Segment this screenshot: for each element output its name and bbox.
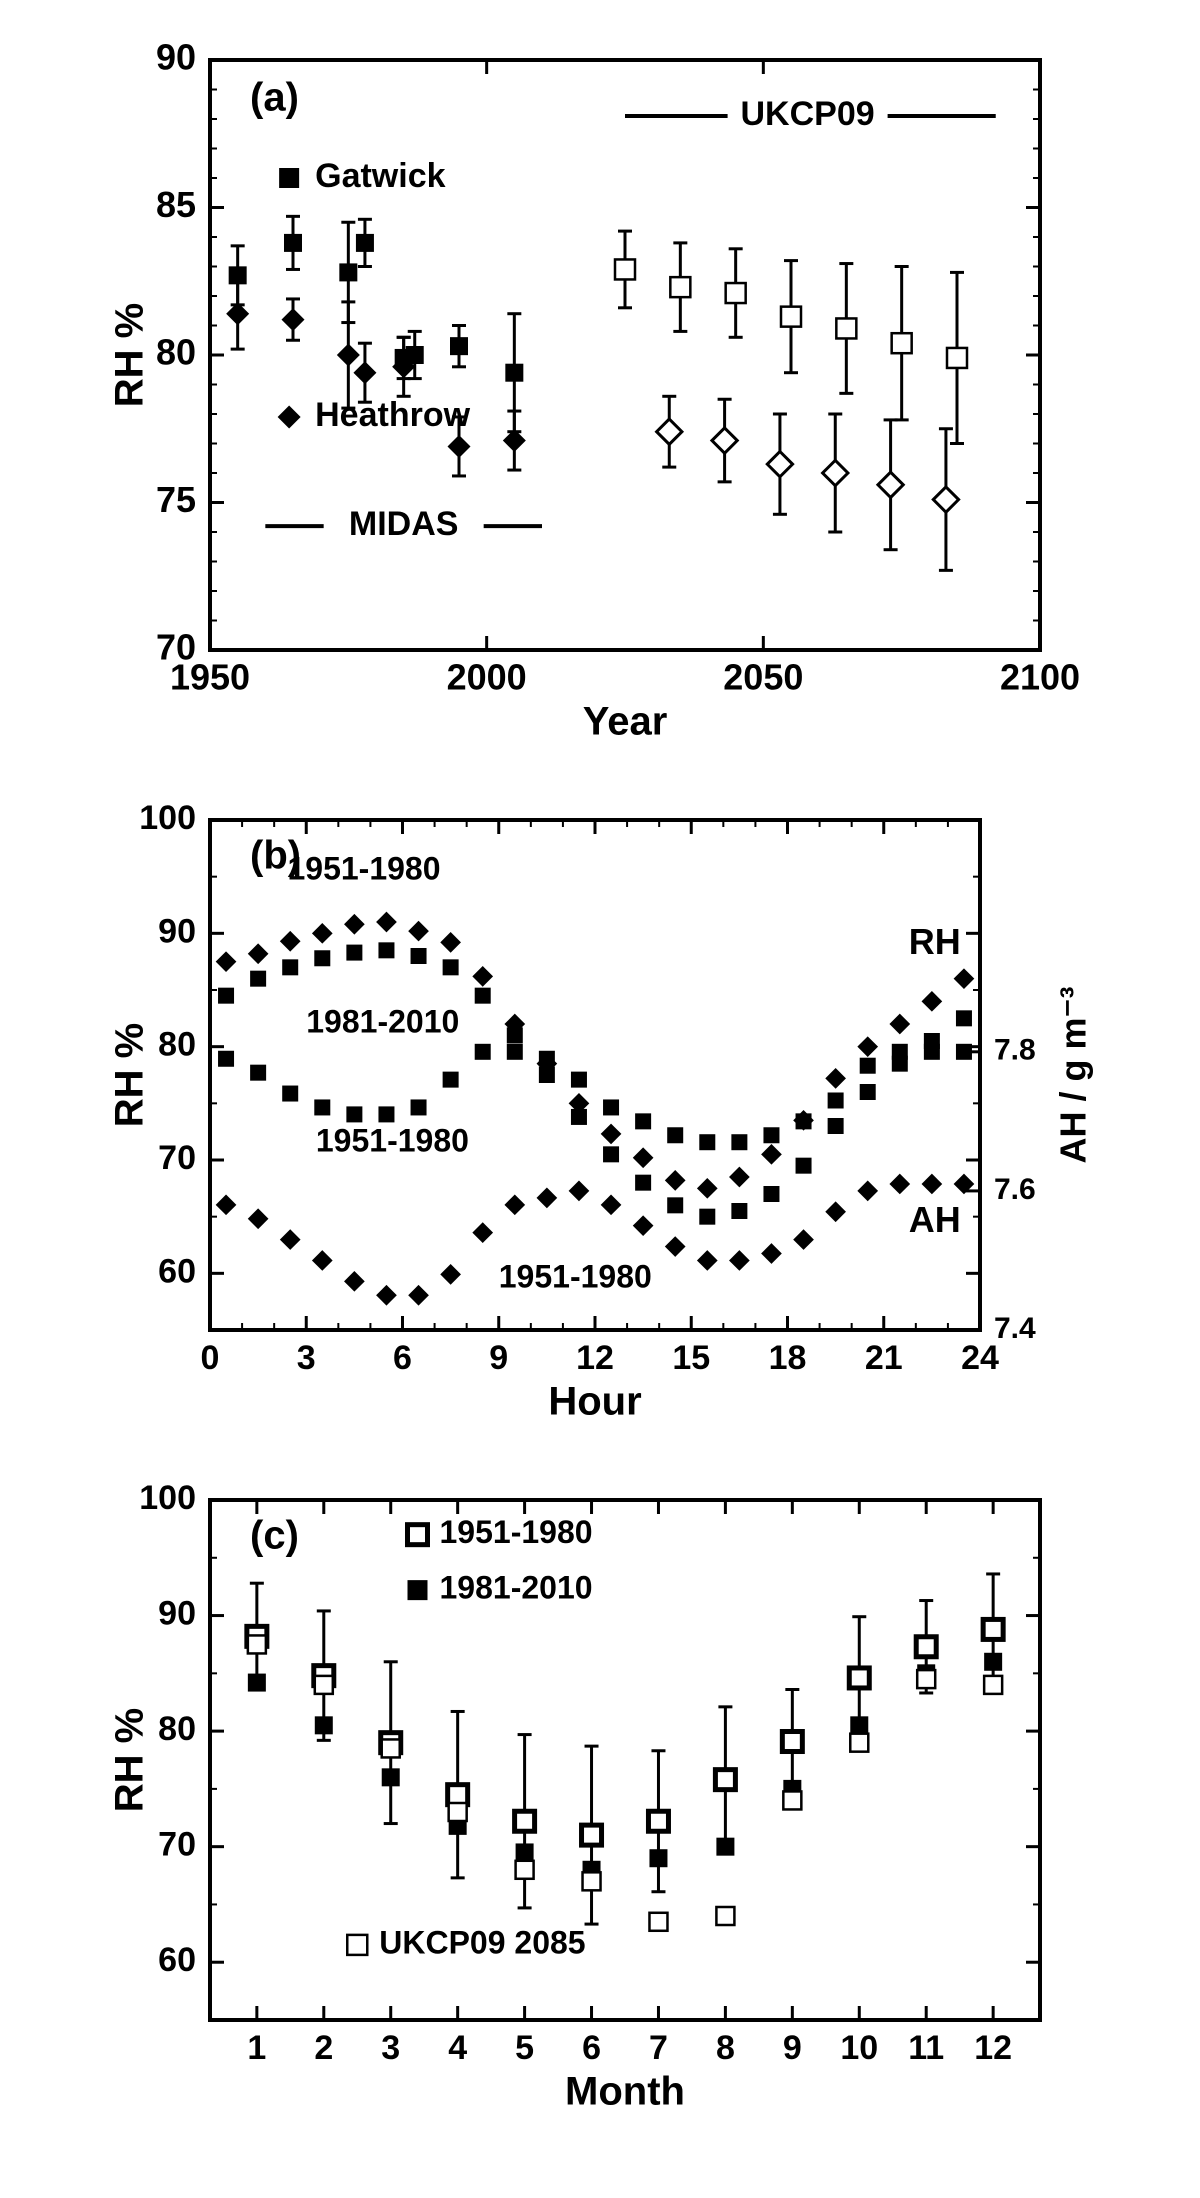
svg-text:100: 100 <box>139 799 196 837</box>
svg-text:21: 21 <box>865 1339 903 1377</box>
svg-text:18: 18 <box>769 1339 807 1377</box>
svg-text:3: 3 <box>381 2029 400 2067</box>
svg-text:7.8: 7.8 <box>994 1034 1036 1067</box>
svg-text:0: 0 <box>201 1339 220 1377</box>
svg-text:7: 7 <box>649 2029 668 2067</box>
svg-text:2050: 2050 <box>723 657 803 698</box>
svg-text:6: 6 <box>582 2029 601 2067</box>
svg-text:Month: Month <box>565 2070 685 2114</box>
svg-text:1951-1980: 1951-1980 <box>499 1258 652 1294</box>
svg-text:6: 6 <box>393 1339 412 1377</box>
svg-text:5: 5 <box>515 2029 534 2067</box>
svg-text:80: 80 <box>156 332 196 373</box>
svg-text:Year: Year <box>583 700 668 744</box>
svg-text:1951-1980: 1951-1980 <box>440 1514 593 1550</box>
svg-text:11: 11 <box>908 2029 944 2067</box>
svg-text:4: 4 <box>448 2029 467 2067</box>
three-panel-figure: 19502000205021007075808590YearRH %Gatwic… <box>60 40 1140 2140</box>
panel-c: 12345678910111260708090100MonthRH %1951-… <box>108 1479 1040 2114</box>
svg-text:7.4: 7.4 <box>994 1312 1036 1345</box>
svg-text:90: 90 <box>158 912 196 950</box>
svg-text:9: 9 <box>489 1339 508 1377</box>
svg-text:AH: AH <box>909 1199 961 1240</box>
svg-text:RH: RH <box>909 921 961 962</box>
svg-text:1981-2010: 1981-2010 <box>306 1003 459 1039</box>
panel-b: 03691215182124607080901007.47.67.8HourRH… <box>108 799 1094 1424</box>
svg-text:MIDAS: MIDAS <box>349 505 459 543</box>
svg-text:12: 12 <box>974 2029 1012 2067</box>
svg-text:85: 85 <box>156 184 196 225</box>
panel-a: 19502000205021007075808590YearRH %Gatwic… <box>108 40 1080 744</box>
svg-text:80: 80 <box>158 1026 196 1064</box>
figure-container: 19502000205021007075808590YearRH %Gatwic… <box>0 0 1200 2180</box>
svg-text:80: 80 <box>158 1710 196 1748</box>
svg-text:RH %: RH % <box>108 303 152 407</box>
svg-text:(b): (b) <box>250 834 301 878</box>
svg-text:(c): (c) <box>250 1514 299 1558</box>
svg-text:70: 70 <box>156 627 196 668</box>
svg-text:1951-1980: 1951-1980 <box>316 1122 469 1158</box>
svg-text:60: 60 <box>158 1252 196 1290</box>
svg-text:9: 9 <box>783 2029 802 2067</box>
svg-text:(a): (a) <box>250 76 299 120</box>
svg-text:8: 8 <box>716 2029 735 2067</box>
svg-text:UKCP09 2085: UKCP09 2085 <box>379 1924 585 1960</box>
svg-text:15: 15 <box>672 1339 710 1377</box>
svg-text:7.6: 7.6 <box>994 1173 1036 1206</box>
svg-text:3: 3 <box>297 1339 316 1377</box>
svg-text:UKCP09: UKCP09 <box>741 95 875 133</box>
svg-text:70: 70 <box>158 1139 196 1177</box>
svg-text:RH %: RH % <box>108 1708 152 1812</box>
svg-text:Hour: Hour <box>548 1380 641 1424</box>
svg-text:75: 75 <box>156 479 196 520</box>
svg-text:Heathrow: Heathrow <box>315 396 470 434</box>
svg-text:90: 90 <box>158 1595 196 1633</box>
svg-text:12: 12 <box>576 1339 614 1377</box>
svg-text:1951-1980: 1951-1980 <box>287 850 440 886</box>
svg-text:RH %: RH % <box>108 1023 152 1127</box>
svg-text:90: 90 <box>156 40 196 78</box>
svg-text:100: 100 <box>139 1479 196 1517</box>
svg-text:AH / g m⁻³: AH / g m⁻³ <box>1053 986 1094 1163</box>
svg-text:Gatwick: Gatwick <box>315 157 445 195</box>
svg-text:2100: 2100 <box>1000 657 1080 698</box>
svg-text:2000: 2000 <box>447 657 527 698</box>
svg-text:10: 10 <box>840 2029 878 2067</box>
svg-text:70: 70 <box>158 1826 196 1864</box>
svg-text:2: 2 <box>314 2029 333 2067</box>
svg-text:1981-2010: 1981-2010 <box>440 1570 593 1606</box>
svg-text:60: 60 <box>158 1941 196 1979</box>
svg-text:1: 1 <box>247 2029 266 2067</box>
